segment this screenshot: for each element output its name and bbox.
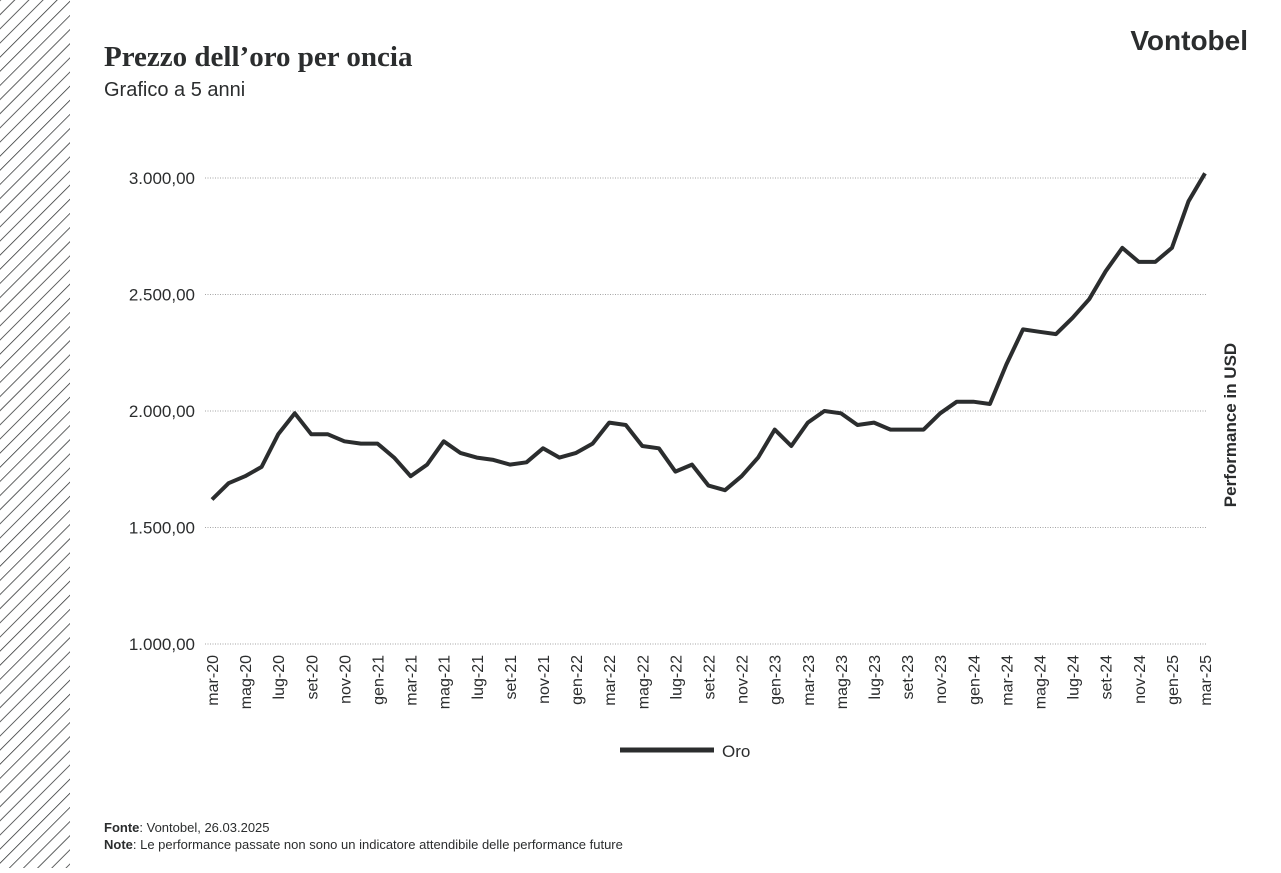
x-tick-label: mar-24 xyxy=(999,655,1016,706)
y-axis-label: Performance in USD xyxy=(1221,343,1240,507)
note-label: Note xyxy=(104,837,133,852)
data-line xyxy=(210,172,1207,501)
x-tick-label: set-24 xyxy=(1099,655,1116,700)
hatch-strip xyxy=(0,0,70,868)
brand-logo: Vontobel xyxy=(1130,25,1248,56)
x-tick-label: mar-23 xyxy=(801,655,818,706)
notes: Fonte: Vontobel, 26.03.2025 Note: Le perf… xyxy=(104,820,623,852)
x-tick-label: lug-21 xyxy=(470,655,487,700)
x-tick-label: nov-20 xyxy=(337,655,354,704)
x-tick-label: mag-22 xyxy=(635,655,652,709)
y-tick-label: 2.500,00 xyxy=(129,286,195,305)
legend-label: Oro xyxy=(722,742,750,761)
x-tick-label: mag-23 xyxy=(834,655,851,709)
x-tick-label: mar-22 xyxy=(602,655,619,706)
x-tick-label: lug-23 xyxy=(867,655,884,700)
y-tick-label: 3.000,00 xyxy=(129,169,195,188)
x-tick-label: set-20 xyxy=(304,655,321,700)
x-tick-label: nov-21 xyxy=(536,655,553,704)
x-tick-label: mar-20 xyxy=(205,655,222,706)
x-tick-label: gen-24 xyxy=(966,655,983,705)
x-tick-label: lug-20 xyxy=(271,655,288,700)
x-tick-label: gen-21 xyxy=(371,655,388,705)
y-tick-label: 1.500,00 xyxy=(129,519,195,538)
note-text: : Le performance passate non sono un ind… xyxy=(133,837,623,852)
x-tick-label: mag-24 xyxy=(1033,655,1050,709)
note-text: : Vontobel, 26.03.2025 xyxy=(139,820,269,835)
note: Note: Le performance passate non sono un… xyxy=(104,837,623,852)
note-label: Fonte xyxy=(104,820,139,835)
x-tick-label: set-21 xyxy=(503,655,520,700)
y-tick-label: 2.000,00 xyxy=(129,402,195,421)
x-tick-label: mag-21 xyxy=(437,655,454,709)
x-tick-label: lug-22 xyxy=(668,655,685,700)
chart-title: Prezzo dell’oro per oncia xyxy=(104,41,413,73)
x-tick-label: set-22 xyxy=(702,655,719,700)
x-tick-label: nov-22 xyxy=(735,655,752,704)
x-tick-label: nov-23 xyxy=(933,655,950,704)
x-tick-label: mag-20 xyxy=(238,655,255,709)
x-tick-label: gen-25 xyxy=(1165,655,1182,705)
x-tick-label: mar-25 xyxy=(1198,655,1215,706)
note: Fonte: Vontobel, 26.03.2025 xyxy=(104,820,270,835)
chart-subtitle: Grafico a 5 anni xyxy=(104,79,245,101)
x-tick-label: gen-23 xyxy=(768,655,785,705)
x-tick-label: gen-22 xyxy=(569,655,586,705)
x-tick-label: set-23 xyxy=(900,655,917,700)
x-tick-label: mar-21 xyxy=(404,655,421,706)
x-tick-label: lug-24 xyxy=(1066,655,1083,700)
y-tick-label: 1.000,00 xyxy=(129,635,195,654)
x-tick-label: nov-24 xyxy=(1132,655,1149,704)
